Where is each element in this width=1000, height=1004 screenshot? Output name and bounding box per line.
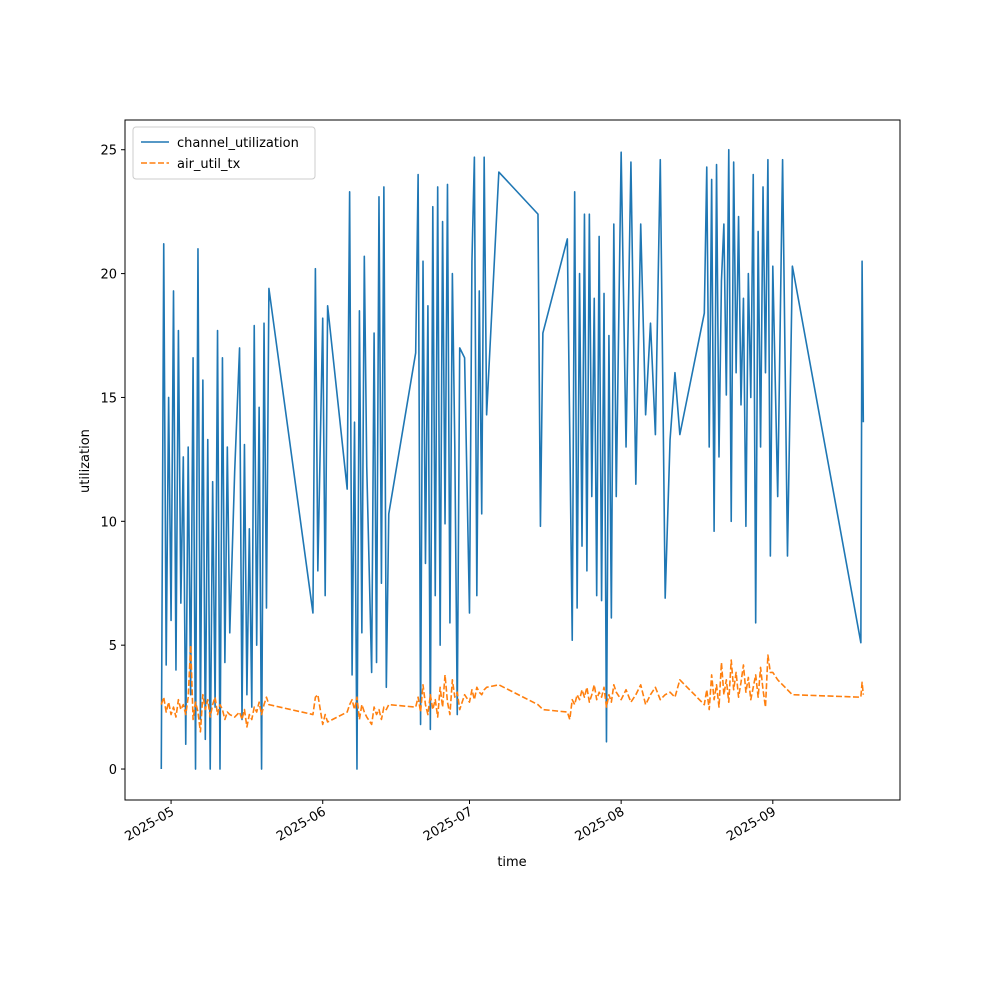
y-tick-label: 0 [109,763,117,778]
y-tick-label: 15 [100,391,117,406]
y-tick-label: 10 [100,515,117,530]
plot-frame [124,119,901,801]
y-axis-label: utilization [78,429,93,493]
legend-label: channel_utilization [177,136,299,151]
legend-label: air_util_tx [177,157,241,172]
series-line [160,148,865,770]
y-tick-label: 25 [100,144,117,159]
x-axis-label: time [497,855,526,870]
series-line [160,644,865,733]
y-tick-label: 20 [100,268,117,283]
legend-box [132,126,316,180]
y-tick-label: 5 [109,639,117,654]
